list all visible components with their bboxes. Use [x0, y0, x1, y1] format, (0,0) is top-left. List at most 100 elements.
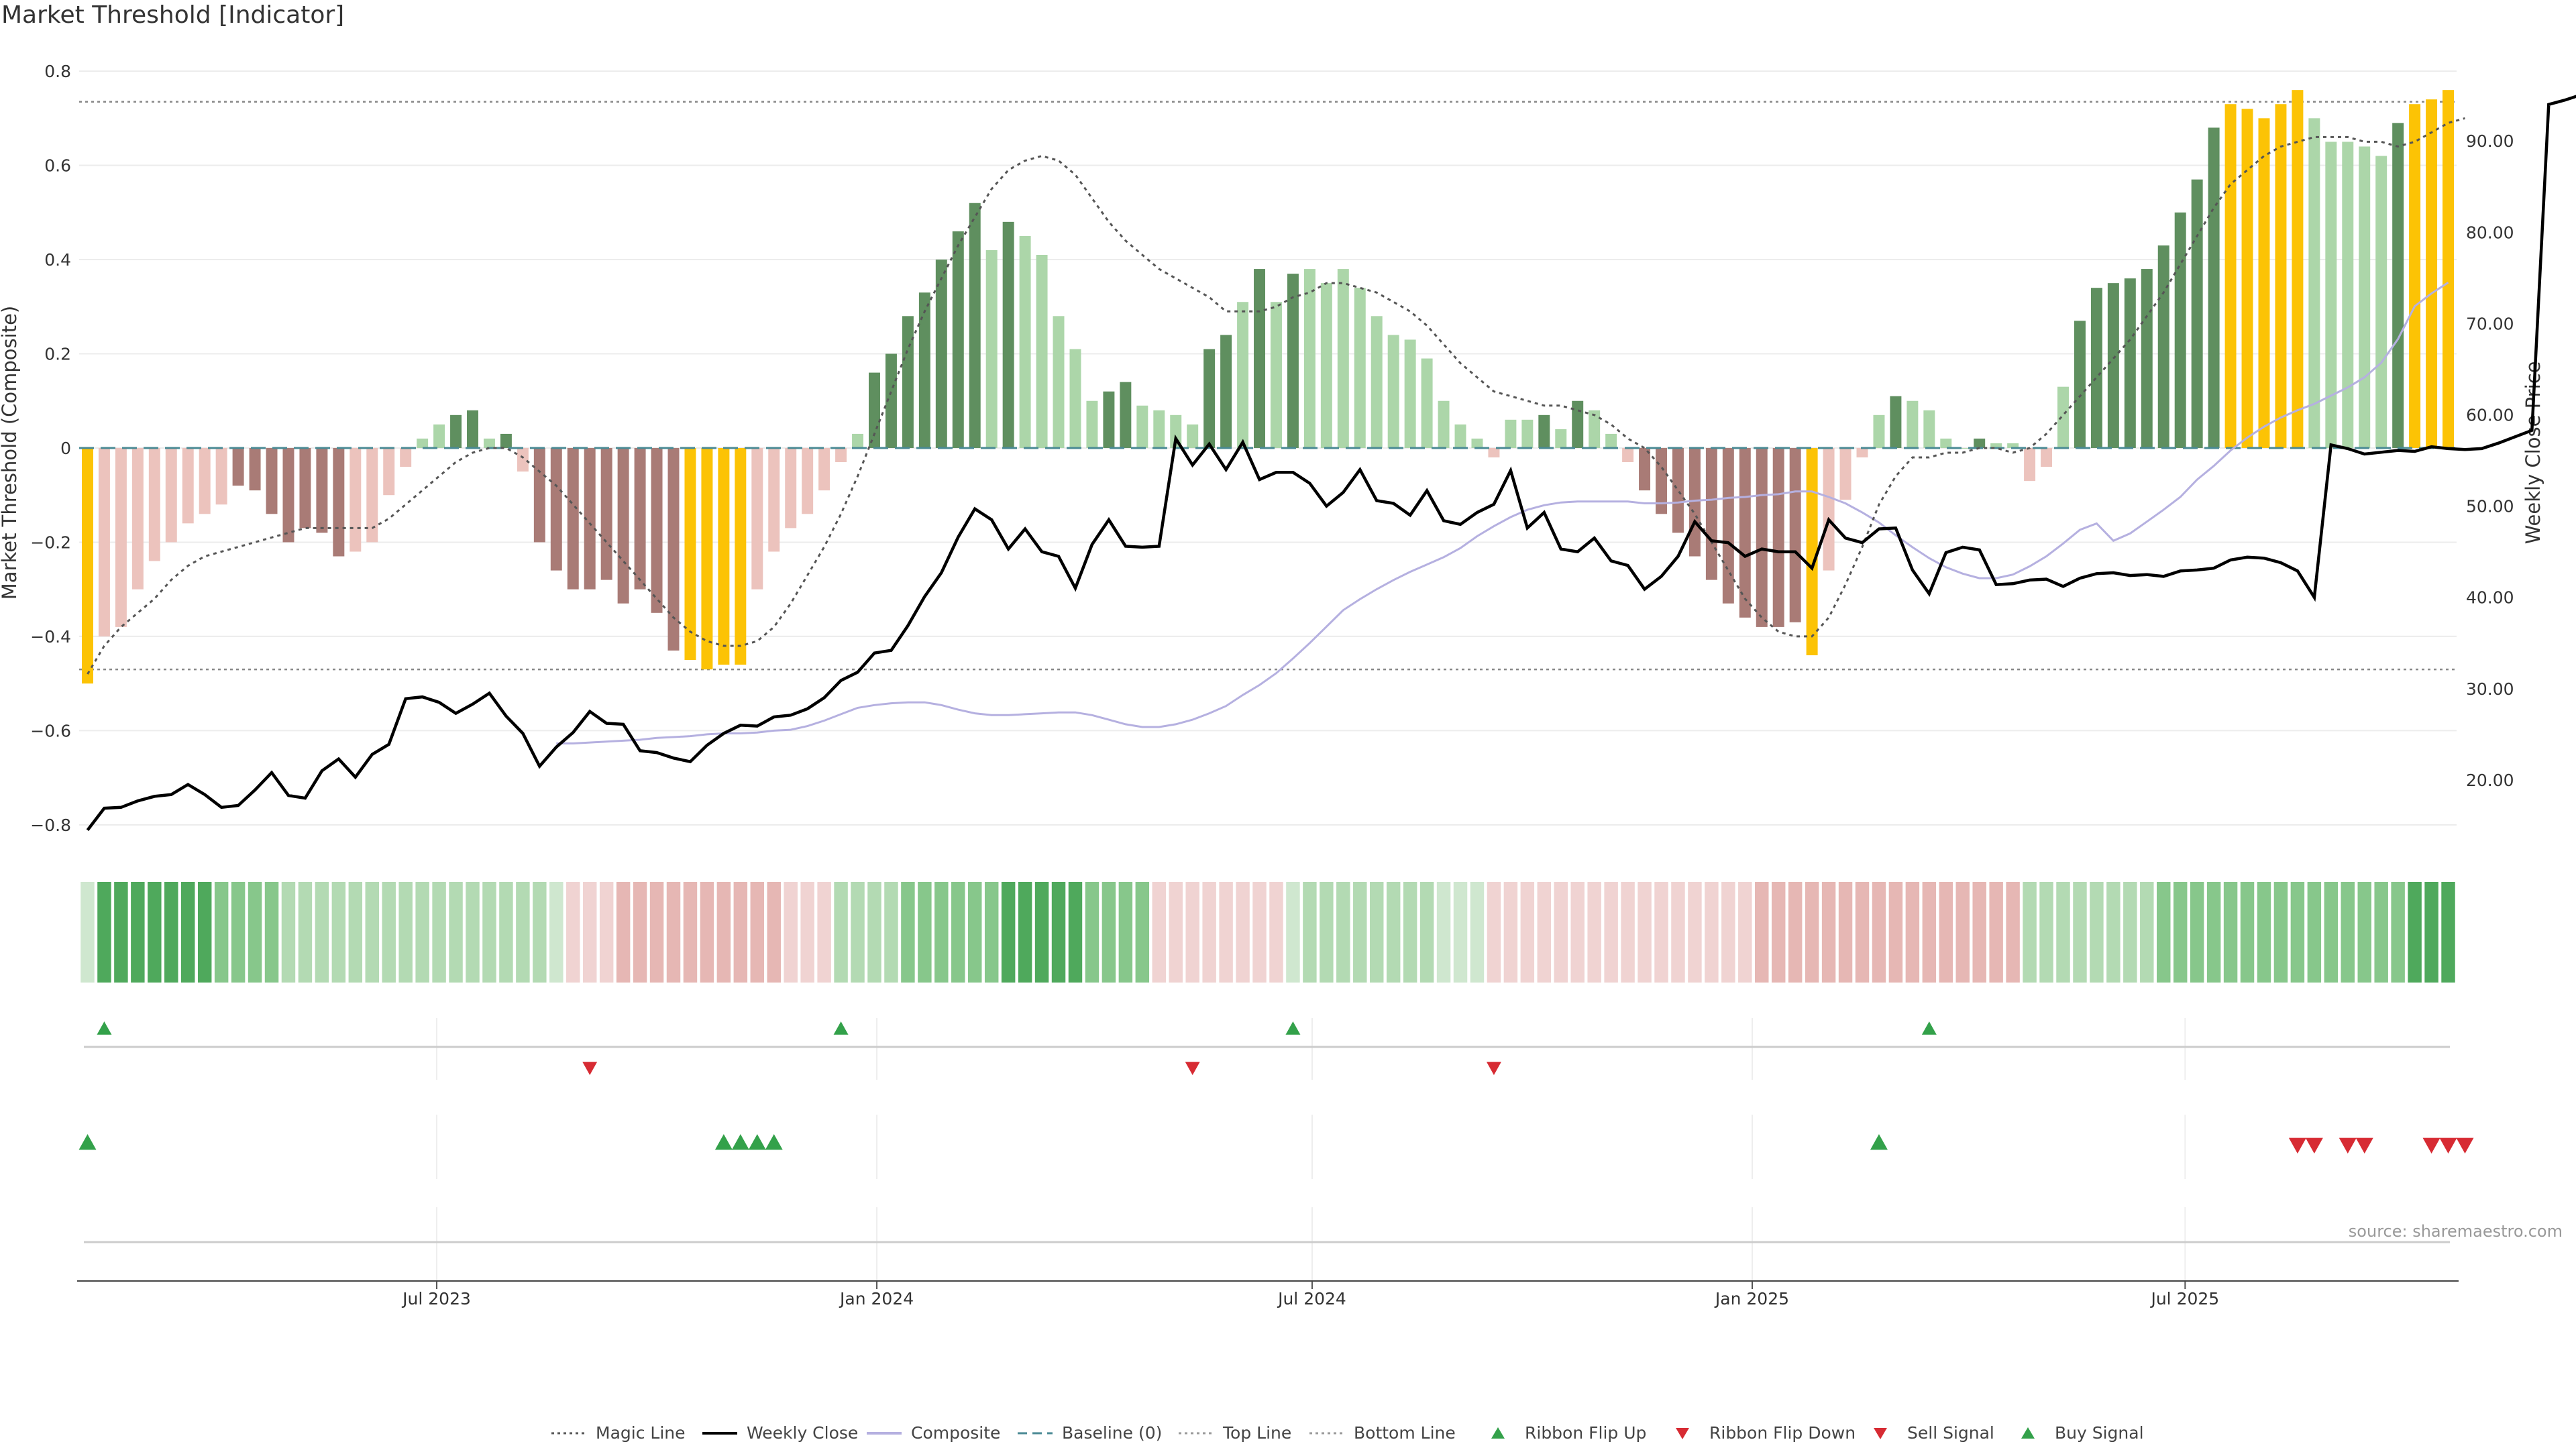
ribbon-cell — [332, 882, 345, 983]
composite-bar — [166, 448, 177, 542]
composite-bar — [2141, 269, 2153, 448]
legend-swatch-icon — [1479, 1425, 1517, 1441]
legend-item: Buy Signal — [2009, 1423, 2144, 1443]
ribbon-cell — [198, 882, 211, 983]
ribbon-cell — [2374, 882, 2387, 983]
composite-bar — [1153, 410, 1165, 448]
composite-bar — [1438, 401, 1450, 448]
composite-bar — [835, 448, 847, 462]
composite-bar — [333, 448, 344, 557]
legend-label: Top Line — [1223, 1423, 1291, 1443]
y-right-tick-label: 70.00 — [2466, 314, 2514, 333]
ribbon-cell — [1570, 882, 1584, 983]
composite-bar — [1338, 269, 1349, 448]
composite-bar — [417, 439, 428, 448]
ribbon-cell — [767, 882, 781, 983]
ribbon-cell — [1018, 882, 1032, 983]
ribbon-cell — [1738, 882, 1752, 983]
composite-bar — [1237, 302, 1248, 448]
ribbon-cell — [1487, 882, 1501, 983]
ribbon-cell — [951, 882, 965, 983]
ribbon-cell — [2241, 882, 2254, 983]
y-left-tick-label: 0.8 — [44, 62, 71, 81]
y-right-tick-label: 50.00 — [2466, 497, 2514, 516]
legend-swatch-icon — [1177, 1425, 1215, 1441]
legend-swatch-icon — [2009, 1425, 2047, 1441]
sell-signal-marker — [2456, 1138, 2473, 1154]
ribbon-cell — [1102, 882, 1116, 983]
composite-bar — [1907, 401, 1918, 448]
ribbon-cell — [684, 882, 697, 983]
legend-item: Bottom Line — [1308, 1423, 1456, 1443]
ribbon-cell — [1923, 882, 1936, 983]
composite-bar — [668, 448, 680, 651]
ribbon-cell — [1654, 882, 1668, 983]
ribbon-cell — [449, 882, 462, 983]
ribbon-cell — [2341, 882, 2355, 983]
ribbon-cell — [2056, 882, 2070, 983]
ribbon-cell — [851, 882, 864, 983]
x-tick-label: Jan 2024 — [839, 1289, 914, 1308]
ribbon-cell — [299, 882, 312, 983]
composite-bar — [2225, 104, 2237, 448]
composite-bar — [299, 448, 311, 528]
ribbon-cell — [985, 882, 998, 983]
ribbon-cell — [2308, 882, 2321, 983]
y-right-tick-label: 20.00 — [2466, 771, 2514, 790]
ribbon-cell — [1621, 882, 1634, 983]
ribbon-cell — [181, 882, 195, 983]
composite-bar — [1923, 410, 1935, 448]
composite-bar — [1940, 439, 1951, 448]
legend-item: Ribbon Flip Up — [1479, 1423, 1646, 1443]
buy-signal-marker — [765, 1134, 783, 1150]
legend-item: Magic Line — [550, 1423, 686, 1443]
y-right-tick-label: 60.00 — [2466, 406, 2514, 425]
ribbon-cell — [466, 882, 479, 983]
composite-bar — [250, 448, 261, 490]
composite-bar — [2024, 448, 2035, 481]
ribbon-cell — [1002, 882, 1015, 983]
composite-bar — [1103, 392, 1114, 448]
ribbon-cell — [1504, 882, 1517, 983]
ribbon-flip-down-marker — [1487, 1062, 1501, 1075]
y-left-tick-label: −0.2 — [30, 533, 71, 552]
sell-signal-marker — [2306, 1138, 2323, 1154]
ribbon-cell — [1889, 882, 1902, 983]
ribbon-cell — [650, 882, 663, 983]
ribbon-cell — [817, 882, 830, 983]
composite-bar — [1086, 401, 1097, 448]
composite-bar — [2091, 288, 2102, 448]
composite-bar — [818, 448, 830, 490]
ribbon-flip-up-marker — [1922, 1021, 1937, 1035]
composite-bar — [1254, 269, 1265, 448]
ribbon-cell — [2441, 882, 2455, 983]
composite-bar — [2192, 180, 2203, 448]
legend-swatch-icon — [865, 1425, 903, 1441]
composite-bar — [182, 448, 194, 523]
composite-bar — [383, 448, 394, 495]
y-right-tick-label: 40.00 — [2466, 588, 2514, 608]
ribbon-cell — [2073, 882, 2086, 983]
composite-bar — [1203, 349, 1215, 448]
composite-bar — [2392, 123, 2404, 448]
ribbon-cell — [1721, 882, 1735, 983]
source-credit: source: sharemaestro.com — [2349, 1222, 2563, 1241]
ribbon-cell — [566, 882, 580, 983]
composite-bar — [1488, 448, 1499, 457]
ribbon-cell — [131, 882, 144, 983]
ribbon-cell — [2224, 882, 2237, 983]
composite-bar — [1873, 415, 1884, 448]
ribbon-cell — [1403, 882, 1417, 983]
composite-bar — [568, 448, 579, 590]
composite-bar — [115, 448, 127, 627]
ribbon-cell — [2190, 882, 2204, 983]
ribbon-cell — [1219, 882, 1232, 983]
ribbon-cell — [1788, 882, 1802, 983]
legend-label: Weekly Close — [747, 1423, 858, 1443]
composite-bar — [534, 448, 545, 542]
composite-bar — [1505, 420, 1516, 448]
ribbon-cell — [1336, 882, 1350, 983]
ribbon-cell — [533, 882, 546, 983]
composite-bar — [551, 448, 562, 571]
y-left-tick-label: −0.8 — [30, 816, 71, 835]
